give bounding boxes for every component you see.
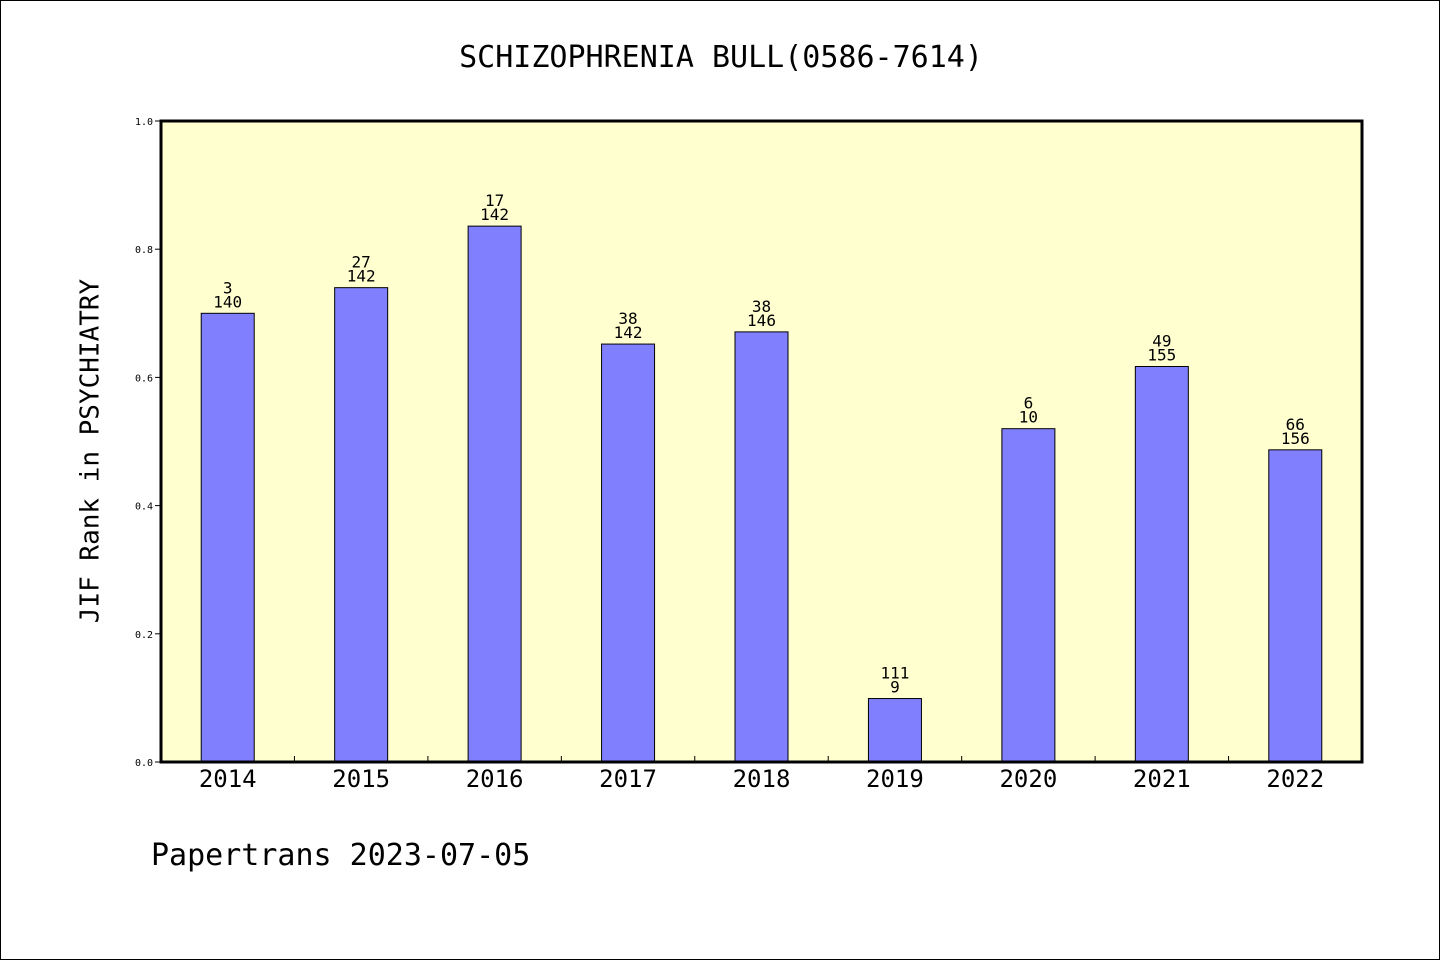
bar-label-bottom-2018: 146 bbox=[747, 311, 776, 330]
bar-label-top-2015: 27 bbox=[352, 253, 371, 272]
bar-label-top-2019: 111 bbox=[880, 664, 909, 683]
y-axis-label: JIF Rank in PSYCHIATRY bbox=[76, 278, 106, 623]
x-ticks-layer: 2014 2015 2016 2017 2018 2019 2020 2021 2022 bbox=[199, 756, 1324, 793]
bar-2018 bbox=[734, 331, 789, 763]
x-tick-label-2019: 2019 bbox=[866, 765, 924, 793]
bar-label-bottom-2015: 142 bbox=[347, 267, 376, 286]
x-tick-label-2021: 2021 bbox=[1133, 765, 1191, 793]
x-tick-label-2022: 2022 bbox=[1266, 765, 1324, 793]
bar-label-top-2017: 38 bbox=[618, 309, 637, 328]
y-tick-label-0.0: 0.0 bbox=[135, 758, 153, 769]
bar-label-bottom-2019: 9 bbox=[890, 678, 900, 697]
bar-label-bottom-2020: 10 bbox=[1019, 408, 1038, 427]
bar-label-top-2018: 38 bbox=[752, 297, 771, 316]
y-tick-label-1.0: 1.0 bbox=[135, 117, 153, 128]
bar-label-top-2022: 66 bbox=[1286, 415, 1305, 434]
y-tick-label-0.4: 0.4 bbox=[135, 502, 153, 513]
bar-label-top-2020: 6 bbox=[1024, 394, 1034, 413]
bar-label-bottom-2021: 155 bbox=[1147, 346, 1176, 365]
y-tick-label-0.6: 0.6 bbox=[135, 373, 153, 384]
x-tick-label-2018: 2018 bbox=[733, 765, 791, 793]
y-ticks-layer: 0.0 0.2 0.4 0.6 0.8 1.0 bbox=[135, 117, 161, 769]
bar-2016 bbox=[467, 225, 522, 763]
bar-label-top-2016: 17 bbox=[485, 191, 504, 210]
bars-layer bbox=[200, 225, 1323, 763]
x-tick-label-2020: 2020 bbox=[999, 765, 1057, 793]
bar-label-bottom-2016: 142 bbox=[480, 205, 509, 224]
plot-border bbox=[159, 119, 1364, 764]
bar-label-bottom-2017: 142 bbox=[614, 323, 643, 342]
bar-label-top-2021: 49 bbox=[1152, 332, 1171, 351]
bar-2015 bbox=[334, 287, 389, 763]
bar-2014 bbox=[200, 312, 255, 763]
bar-2019 bbox=[867, 698, 922, 763]
bar-label-bottom-2022: 156 bbox=[1281, 429, 1310, 448]
bar-2022 bbox=[1268, 449, 1323, 763]
x-tick-label-2014: 2014 bbox=[199, 765, 257, 793]
bar-2021 bbox=[1134, 366, 1189, 763]
footer-credit: Papertrans 2023-07-05 bbox=[151, 838, 530, 873]
y-tick-label-0.8: 0.8 bbox=[135, 245, 153, 256]
x-tick-label-2017: 2017 bbox=[599, 765, 657, 793]
bar-label-bottom-2014: 140 bbox=[213, 292, 242, 311]
y-tick-label-0.2: 0.2 bbox=[135, 630, 153, 641]
bar-label-top-2014: 3 bbox=[223, 278, 233, 297]
x-tick-label-2016: 2016 bbox=[466, 765, 524, 793]
x-tick-label-2015: 2015 bbox=[332, 765, 390, 793]
bar-2020 bbox=[1001, 428, 1056, 763]
bar-2017 bbox=[601, 343, 656, 763]
bar-labels-layer: 3140271421714238142381461119610491556615… bbox=[213, 191, 1309, 696]
chart-title: SCHIZOPHRENIA BULL(0586-7614) bbox=[459, 40, 983, 75]
